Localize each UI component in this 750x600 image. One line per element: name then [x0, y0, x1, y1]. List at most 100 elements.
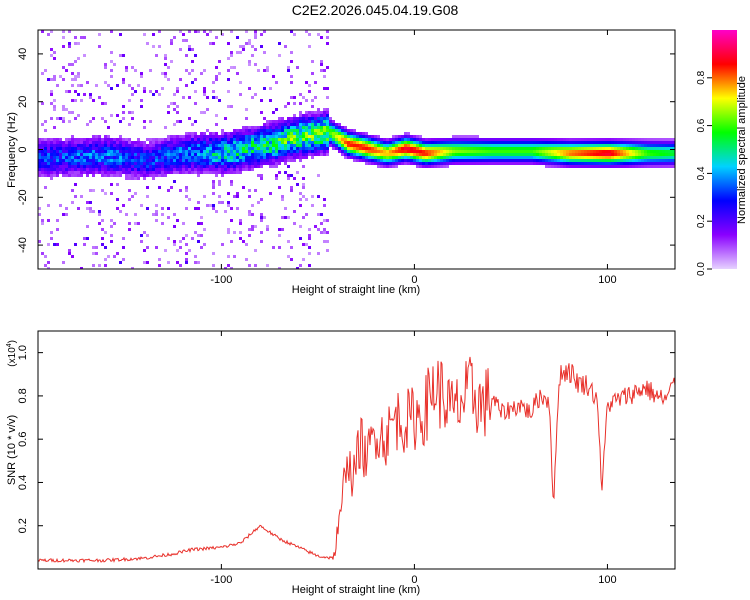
- spectrogram-cell: [560, 165, 563, 168]
- spectrogram-cell: [41, 138, 44, 141]
- spectrogram-cell: [77, 75, 80, 78]
- spectrogram-cell: [338, 126, 341, 129]
- spectrogram-cell: [638, 156, 641, 159]
- spectrogram-cell: [221, 162, 224, 165]
- spectrogram-cell: [641, 150, 644, 153]
- spectrogram-cell: [122, 204, 125, 207]
- spectrogram-cell: [359, 156, 362, 159]
- spectrogram-cell: [167, 261, 170, 264]
- spectrogram-cell: [53, 243, 56, 246]
- spectrogram-cell: [65, 150, 68, 153]
- spectrogram-cell: [497, 141, 500, 144]
- spectrogram-cell: [125, 168, 128, 171]
- spectrogram-cell: [437, 144, 440, 147]
- snr-y-tick-label: 1.0: [17, 345, 29, 360]
- spectrogram-cell: [131, 150, 134, 153]
- spectrogram-cell: [137, 156, 140, 159]
- spectrogram-cell: [215, 168, 218, 171]
- spectrogram-cell: [419, 150, 422, 153]
- spectrogram-cell: [146, 138, 149, 141]
- spectrogram-cell: [107, 162, 110, 165]
- spectrogram-cell: [158, 171, 161, 174]
- spectrogram-cell: [269, 126, 272, 129]
- spectrogram-cell: [110, 51, 113, 54]
- spectrogram-cell: [47, 243, 50, 246]
- spectrogram-cell: [248, 150, 251, 153]
- spectrogram-cell: [398, 138, 401, 141]
- spectrogram-cell: [242, 48, 245, 51]
- spectrogram-cell: [197, 171, 200, 174]
- spectrogram-cell: [263, 150, 266, 153]
- spectrogram-cell: [101, 174, 104, 177]
- colorbar-tick-label: 0.8: [696, 70, 707, 84]
- spectrogram-cell: [245, 168, 248, 171]
- spectrogram-cell: [392, 165, 395, 168]
- spectrogram-cell: [290, 120, 293, 123]
- spectrogram-cell: [227, 156, 230, 159]
- spectrogram-cell: [50, 30, 53, 33]
- spectrogram-cell: [443, 162, 446, 165]
- spectrogram-cell: [527, 159, 530, 162]
- spectrogram-cell: [614, 147, 617, 150]
- spectrogram-cell: [152, 159, 155, 162]
- spectrogram-cell: [605, 159, 608, 162]
- spectrogram-cell: [95, 156, 98, 159]
- spectrogram-cell: [128, 156, 131, 159]
- spectrogram-cell: [131, 162, 134, 165]
- spectrogram-cell: [134, 69, 137, 72]
- spectrogram-cell: [305, 120, 308, 123]
- spectrogram-cell: [257, 132, 260, 135]
- spectrogram-cell: [251, 204, 254, 207]
- spectrogram-cell: [422, 141, 425, 144]
- spectrogram-cell: [149, 165, 152, 168]
- spectrogram-cell: [254, 48, 257, 51]
- spectrogram-cell: [308, 117, 311, 120]
- spectrogram-cell: [101, 147, 104, 150]
- spectrogram-cell: [314, 129, 317, 132]
- spectrogram-cell: [188, 30, 191, 33]
- spectrogram-cell: [197, 162, 200, 165]
- spectrogram-cell: [65, 90, 68, 93]
- spectrogram-cell: [575, 153, 578, 156]
- spectrogram-cell: [311, 72, 314, 75]
- spectrogram-cell: [227, 57, 230, 60]
- spectrogram-cell: [101, 159, 104, 162]
- spectrogram-cell: [143, 90, 146, 93]
- spectrogram-cell: [596, 162, 599, 165]
- spectrogram-cell: [644, 141, 647, 144]
- snr-y-tick-label: 0.4: [17, 475, 29, 490]
- spectrogram-cell: [95, 135, 98, 138]
- spectrogram-cell: [347, 135, 350, 138]
- spectrogram-cell: [185, 147, 188, 150]
- spectrogram-cell: [569, 165, 572, 168]
- spectrogram-cell: [290, 186, 293, 189]
- spectrogram-cell: [590, 159, 593, 162]
- spectrogram-cell: [170, 141, 173, 144]
- spectrogram-cell: [215, 36, 218, 39]
- spectrogram-cell: [122, 138, 125, 141]
- spectrogram-cell: [101, 141, 104, 144]
- spectrogram-cell: [320, 213, 323, 216]
- spectrogram-cell: [179, 168, 182, 171]
- spectrogram-cell: [71, 72, 74, 75]
- spectrogram-cell: [215, 147, 218, 150]
- spectrogram-cell: [251, 165, 254, 168]
- spectrogram-cell: [218, 72, 221, 75]
- spectrogram-cell: [554, 138, 557, 141]
- spectrogram-cell: [482, 153, 485, 156]
- spectrogram-cell: [398, 144, 401, 147]
- spectrogram-cell: [422, 144, 425, 147]
- spectrogram-cell: [287, 117, 290, 120]
- spectrogram-cell: [191, 159, 194, 162]
- spectrogram-cell: [518, 156, 521, 159]
- spectrogram-cell: [638, 141, 641, 144]
- spectrogram-cell: [167, 156, 170, 159]
- spectrogram-cell: [83, 165, 86, 168]
- spectrogram-cell: [593, 150, 596, 153]
- spectrogram-cell: [656, 144, 659, 147]
- spectrogram-cell: [107, 174, 110, 177]
- spectrogram-cell: [59, 162, 62, 165]
- spectrogram-cell: [404, 159, 407, 162]
- spectrogram-cell: [233, 153, 236, 156]
- spectrogram-cell: [464, 153, 467, 156]
